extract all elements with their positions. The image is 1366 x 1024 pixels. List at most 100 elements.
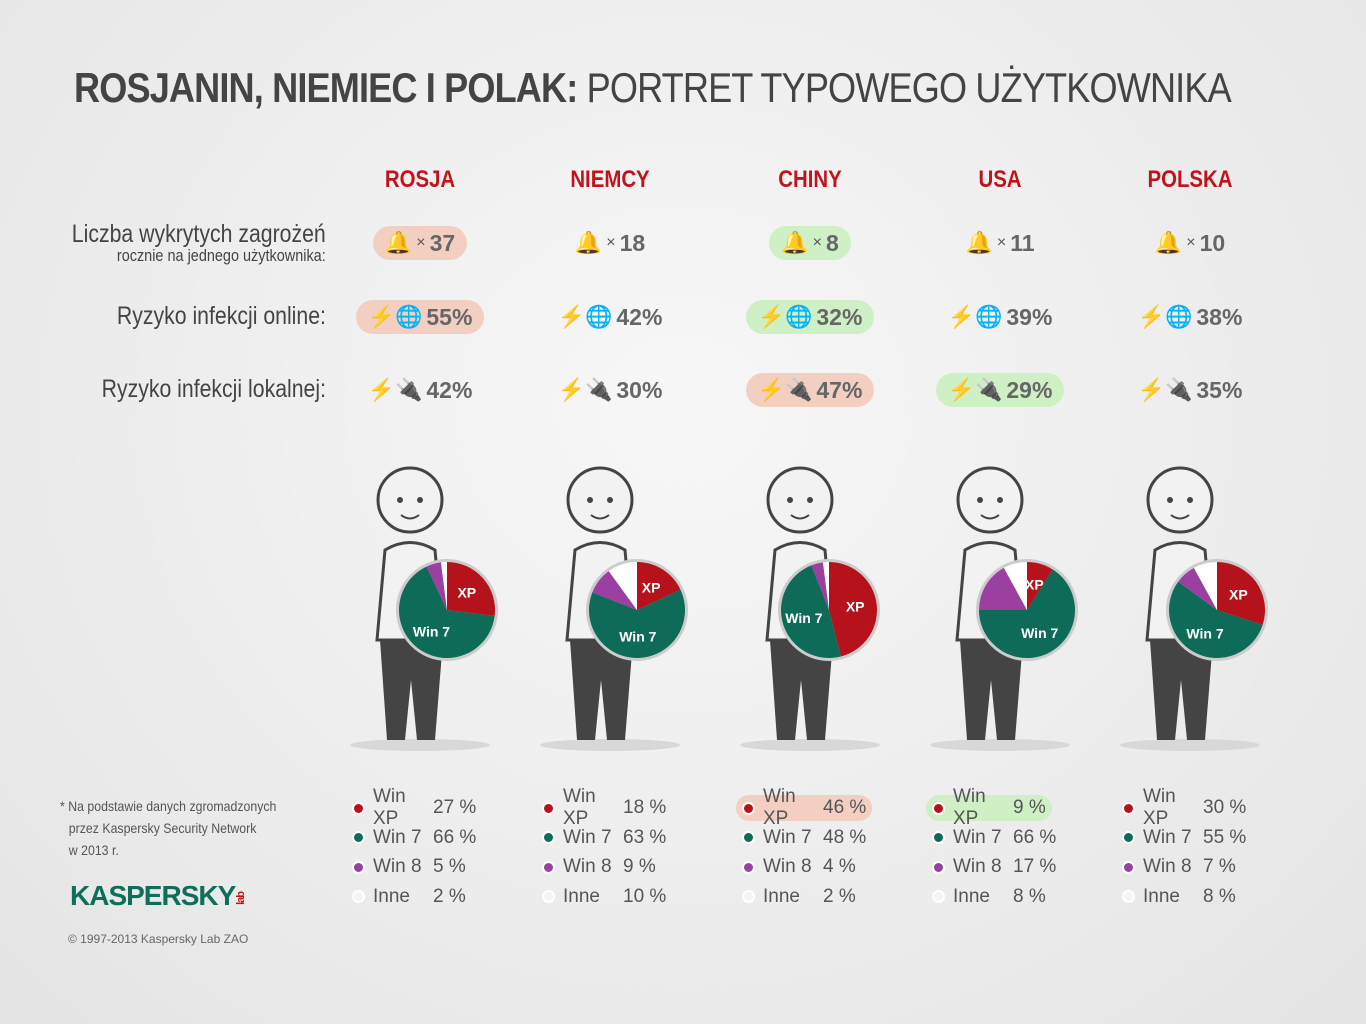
legend-value: 66 % bbox=[433, 826, 477, 848]
pie-label: Win 7 bbox=[413, 623, 450, 639]
country-header: USA bbox=[978, 166, 1022, 193]
legend-dot bbox=[1122, 801, 1135, 815]
legend-row: Inne 8 % bbox=[1116, 884, 1242, 910]
local-risk-value: 29% bbox=[1006, 376, 1053, 403]
threats-value: 8 bbox=[825, 229, 839, 256]
os-pie-chart: XP Win 7 bbox=[778, 559, 880, 661]
lightning-usb-icon: ⚡🔌 bbox=[367, 377, 423, 402]
os-legend: Win XP 9 % Win 7 66 % Win 8 17 % Inne 8 % bbox=[926, 786, 1116, 913]
legend-dot bbox=[352, 831, 365, 845]
lightning-globe-icon: ⚡🌐 bbox=[557, 304, 613, 329]
legend-row: Win 8 9 % bbox=[536, 854, 662, 880]
pie-label: XP bbox=[642, 580, 661, 596]
legend-label: Win 7 bbox=[1143, 826, 1192, 848]
local-risk-badge: ⚡🔌 47% bbox=[745, 373, 875, 407]
country-header: CHINY bbox=[778, 166, 842, 193]
legend-value: 66 % bbox=[1013, 826, 1057, 848]
local-risk-badge: ⚡🔌 42% bbox=[356, 373, 485, 407]
legend-label: Win 7 bbox=[563, 826, 612, 848]
legend-dot bbox=[932, 831, 945, 845]
times-sign: × bbox=[812, 234, 822, 251]
online-cell: ⚡🌐 42% bbox=[515, 300, 705, 334]
os-pie-chart: XP Win 7 bbox=[586, 559, 688, 661]
os-legend: Win XP 30 % Win 7 55 % Win 8 7 % Inne 8 % bbox=[1116, 786, 1306, 913]
threats-badge: 🔔 × 11 bbox=[953, 226, 1046, 260]
pie-slice-win-xp bbox=[447, 562, 495, 617]
logo-text: KASPERSKY bbox=[70, 880, 236, 911]
legend-row: Win XP 30 % bbox=[1116, 786, 1252, 829]
local-risk-value: 30% bbox=[616, 376, 663, 403]
legend-row: Win 7 66 % bbox=[926, 825, 1062, 851]
pie-slice-win-7 bbox=[589, 589, 685, 658]
online-risk-badge: ⚡🌐 55% bbox=[355, 300, 485, 334]
online-cell: ⚡🌐 39% bbox=[905, 300, 1095, 334]
pie-label: Win 7 bbox=[619, 628, 656, 644]
lightning-globe-icon: ⚡🌐 bbox=[947, 304, 1003, 329]
logo-lab: lab bbox=[235, 892, 248, 905]
copyright: © 1997-2013 Kaspersky Lab ZAO bbox=[68, 932, 249, 946]
lightning-usb-icon: ⚡🔌 bbox=[947, 377, 1003, 402]
legend-label: Inne bbox=[953, 885, 990, 907]
legend-value: 63 % bbox=[623, 826, 667, 848]
legend-row: Win 8 4 % bbox=[736, 854, 862, 880]
legend-row: Win XP 18 % bbox=[536, 786, 672, 829]
online-risk-badge: ⚡🌐 39% bbox=[936, 300, 1065, 334]
local-cell: ⚡🔌 30% bbox=[515, 373, 705, 407]
times-sign: × bbox=[416, 234, 426, 251]
legend-dot bbox=[742, 860, 755, 874]
legend-value: 2 % bbox=[823, 885, 856, 907]
legend-value: 2 % bbox=[433, 885, 466, 907]
threats-cell: 🔔 × 37 bbox=[325, 226, 515, 260]
legend-row: Inne 10 % bbox=[536, 884, 672, 910]
legend-value: 55 % bbox=[1203, 826, 1247, 848]
legend-value: 5 % bbox=[433, 856, 466, 878]
os-pie: XP Win 7 bbox=[395, 558, 499, 667]
pie-slice-win-7 bbox=[1169, 581, 1263, 658]
legend-label: Win 8 bbox=[1143, 856, 1192, 878]
legend-value: 8 % bbox=[1203, 885, 1236, 907]
legend-row: Inne 8 % bbox=[926, 884, 1052, 910]
legend-row: Win XP 46 % bbox=[736, 786, 873, 829]
alarm-bell-icon: 🔔 bbox=[1154, 230, 1183, 255]
threats-value: 11 bbox=[1010, 229, 1035, 256]
legend-row: Inne 2 % bbox=[346, 884, 472, 910]
pie-label: XP bbox=[846, 599, 865, 615]
character-illustration: XP Win 7 bbox=[1095, 440, 1285, 760]
legend-label: Inne bbox=[1143, 885, 1180, 907]
legend-row: Inne 2 % bbox=[736, 884, 862, 910]
note-line: w 2013 r. bbox=[68, 842, 119, 858]
alarm-bell-icon: 🔔 bbox=[574, 230, 603, 255]
legend-dot bbox=[542, 890, 555, 904]
online-risk-value: 38% bbox=[1196, 303, 1243, 330]
legend-value: 27 % bbox=[433, 797, 477, 818]
legend-value: 8 % bbox=[1013, 885, 1046, 907]
legend-row: Win XP 27 % bbox=[346, 786, 482, 829]
legend-label: Win 7 bbox=[373, 826, 422, 848]
legend-label: Win XP bbox=[763, 786, 796, 829]
kaspersky-logo: KASPERSKYlab bbox=[70, 880, 247, 912]
pie-slice-inne bbox=[1193, 562, 1217, 610]
legend-label: Inne bbox=[763, 885, 800, 907]
local-risk-value: 47% bbox=[816, 376, 863, 403]
lightning-usb-icon: ⚡🔌 bbox=[557, 377, 613, 402]
legend-label: Win XP bbox=[953, 786, 986, 829]
pie-label: XP bbox=[1025, 577, 1044, 593]
legend-dot bbox=[742, 831, 755, 845]
threats-label: Liczba wykrytych zagrożeń rocznie na jedn… bbox=[72, 220, 326, 265]
note-line: * Na podstawie danych zgromadzonych bbox=[60, 798, 277, 814]
legend-label: Win XP bbox=[373, 786, 406, 829]
times-sign: × bbox=[1186, 234, 1196, 251]
local-risk-badge: ⚡🔌 35% bbox=[1126, 373, 1255, 407]
local-risk-label: Ryzyko infekcji lokalnej: bbox=[101, 375, 326, 403]
online-cell: ⚡🌐 32% bbox=[715, 300, 905, 334]
pie-label: Win 7 bbox=[785, 610, 822, 626]
country-header: POLSKA bbox=[1147, 166, 1233, 193]
legend-dot bbox=[932, 801, 945, 815]
threats-badge: 🔔 × 37 bbox=[372, 226, 468, 260]
lightning-globe-icon: ⚡🌐 bbox=[367, 304, 423, 329]
online-cell: ⚡🌐 38% bbox=[1095, 300, 1285, 334]
legend-row: Win 7 48 % bbox=[736, 825, 872, 851]
legend-dot bbox=[1122, 831, 1135, 845]
footnote: * Na podstawie danych zgromadzonych przez… bbox=[60, 795, 276, 861]
threats-label-sub: rocznie na jednego użytkownika: bbox=[117, 246, 326, 265]
